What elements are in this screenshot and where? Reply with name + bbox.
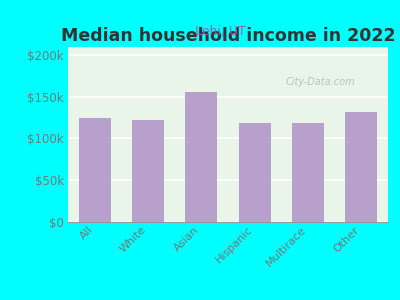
Bar (185, 92, 217, 222)
Title: Median household income in 2022: Median household income in 2022 (61, 27, 395, 45)
Bar (239, 123, 271, 222)
Text: Lehi, UT: Lehi, UT (195, 25, 245, 38)
Text: City-Data.com: City-Data.com (286, 76, 355, 87)
Bar (292, 123, 324, 222)
Bar (132, 120, 164, 222)
Bar (79, 118, 111, 222)
Bar (345, 112, 377, 222)
